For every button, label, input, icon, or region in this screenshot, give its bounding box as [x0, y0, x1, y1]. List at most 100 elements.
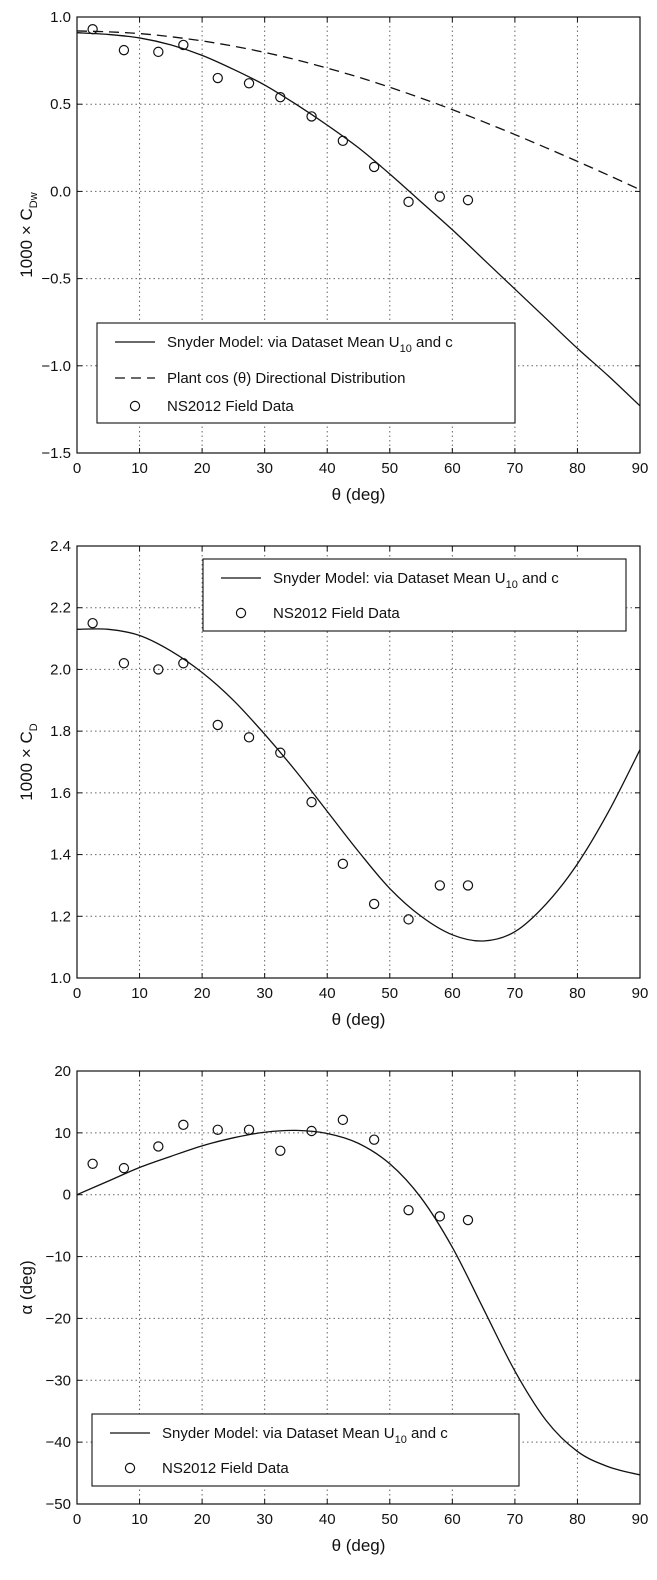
ticks: 0 10 20 30 40 50 60 70 80 90 −50 −40 −30 −20 −10 0 10 20	[46, 1063, 649, 1528]
y-tick-label: 0.5	[50, 96, 71, 113]
data-point	[462, 1214, 474, 1226]
legend-label: NS2012 Field Data	[167, 398, 294, 415]
x-tick-label: 30	[256, 1511, 273, 1528]
legend-label: Snyder Model: via Dataset Mean U10 and c	[162, 1425, 448, 1446]
x-tick-label: 20	[194, 1511, 211, 1528]
x-tick-label: 90	[632, 1511, 649, 1528]
data-point	[87, 1158, 98, 1169]
x-tick-label: 50	[381, 460, 398, 477]
data-point	[178, 1119, 189, 1131]
series-markers	[87, 24, 474, 208]
y-tick-label: −50	[46, 1496, 71, 1513]
legend-marker	[124, 1462, 136, 1474]
legend-marker	[235, 607, 247, 619]
data-point	[178, 658, 189, 669]
plot-area	[77, 24, 640, 407]
data-point	[275, 747, 286, 758]
y-tick-label: −1.5	[41, 445, 71, 462]
x-tick-label: 20	[194, 985, 211, 1002]
x-tick-label: 30	[256, 985, 273, 1002]
data-point	[87, 617, 98, 629]
legend-box	[202, 558, 627, 632]
data-point	[275, 1145, 286, 1156]
y-tick-label: 1.2	[50, 908, 71, 925]
y-tick-label: 1.0	[50, 970, 71, 987]
x-axis-label: θ (deg)	[332, 485, 386, 504]
y-axis-label: α (deg)	[17, 1260, 36, 1314]
y-tick-label: −1.0	[41, 358, 71, 375]
x-tick-label: 90	[632, 985, 649, 1002]
y-tick-label: 0	[63, 1187, 71, 1204]
legend-box	[91, 1413, 520, 1487]
y-tick-label: 10	[54, 1125, 71, 1142]
y-tick-label: 2.4	[50, 538, 71, 555]
axes-frame	[76, 1070, 641, 1505]
series-markers	[87, 1114, 474, 1226]
y-tick-label: 1.4	[50, 847, 71, 864]
y-tick-label: 1.8	[50, 723, 71, 740]
data-point	[434, 191, 446, 202]
x-tick-label: 90	[632, 460, 649, 477]
series-markers	[87, 617, 474, 925]
data-point	[243, 732, 255, 743]
y-tick-label: 2.0	[50, 661, 71, 678]
x-tick-label: 0	[73, 985, 81, 1002]
x-tick-label: 20	[194, 460, 211, 477]
legend-box	[96, 322, 516, 424]
chart-3: 0 10 20 30 40 50 60 70 80 90 −50 −40 −30 −20 −10 0 10 20 θ…	[17, 1063, 648, 1555]
data-point	[153, 46, 164, 58]
legend-label: Snyder Model: via Dataset Mean U10 and c	[273, 570, 559, 591]
y-tick-label: 0.0	[50, 183, 71, 200]
x-tick-label: 40	[319, 1511, 336, 1528]
x-tick-label: 60	[444, 460, 461, 477]
data-point	[118, 658, 130, 669]
x-tick-label: 10	[131, 1511, 148, 1528]
data-point	[403, 196, 414, 208]
series-line	[77, 32, 640, 407]
y-tick-label: −0.5	[41, 271, 71, 288]
series-line-dashed	[77, 30, 640, 191]
plot-area	[77, 1114, 640, 1476]
plot-area	[77, 617, 640, 942]
data-point	[118, 44, 130, 56]
data-point	[434, 880, 446, 891]
data-point	[337, 1114, 349, 1126]
x-tick-label: 60	[444, 985, 461, 1002]
x-tick-label: 40	[319, 985, 336, 1002]
ticks: 0 10 20 30 40 50 60 70 80 90 1.0 1.2 1.4 1.6 1.8 2.0 2.2…	[50, 538, 648, 1002]
legend: Snyder Model: via Dataset Mean U10 and c…	[91, 1413, 520, 1487]
legend: Snyder Model: via Dataset Mean U10 and c…	[96, 322, 516, 424]
chart-1: 0 10 20 30 40 50 60 70 80 90 −1.5 −1.0 −0.5 0.0 0.5 1.0…	[17, 9, 648, 504]
x-tick-label: 70	[507, 985, 524, 1002]
data-point	[368, 1134, 380, 1145]
chart-2: 0 10 20 30 40 50 60 70 80 90 1.0 1.2 1.4 1.6 1.8 2.0 2.2…	[17, 538, 648, 1029]
data-point	[178, 39, 189, 51]
data-point	[212, 72, 223, 84]
x-tick-label: 10	[131, 460, 148, 477]
y-tick-label: −40	[46, 1434, 71, 1451]
y-tick-label: −30	[46, 1372, 71, 1389]
data-point	[434, 1211, 446, 1222]
data-point	[243, 78, 255, 89]
data-point	[462, 194, 474, 206]
data-point	[337, 858, 349, 870]
y-tick-label: −20	[46, 1310, 71, 1327]
axes-frame	[76, 16, 641, 454]
data-point	[212, 1124, 223, 1135]
data-point	[306, 796, 317, 808]
data-point	[403, 1204, 414, 1216]
x-tick-label: 30	[256, 460, 273, 477]
x-tick-label: 80	[569, 460, 586, 477]
y-tick-label: 2.2	[50, 600, 71, 617]
legend-label: Snyder Model: via Dataset Mean U10 and c	[167, 334, 453, 355]
data-point	[275, 92, 286, 103]
data-point	[243, 1124, 255, 1135]
data-point	[87, 24, 98, 35]
y-tick-label: 1.6	[50, 785, 71, 802]
data-point	[368, 161, 380, 173]
data-point	[368, 898, 380, 910]
data-point	[153, 1141, 164, 1152]
x-tick-label: 0	[73, 460, 81, 477]
x-axis-label: θ (deg)	[332, 1010, 386, 1029]
